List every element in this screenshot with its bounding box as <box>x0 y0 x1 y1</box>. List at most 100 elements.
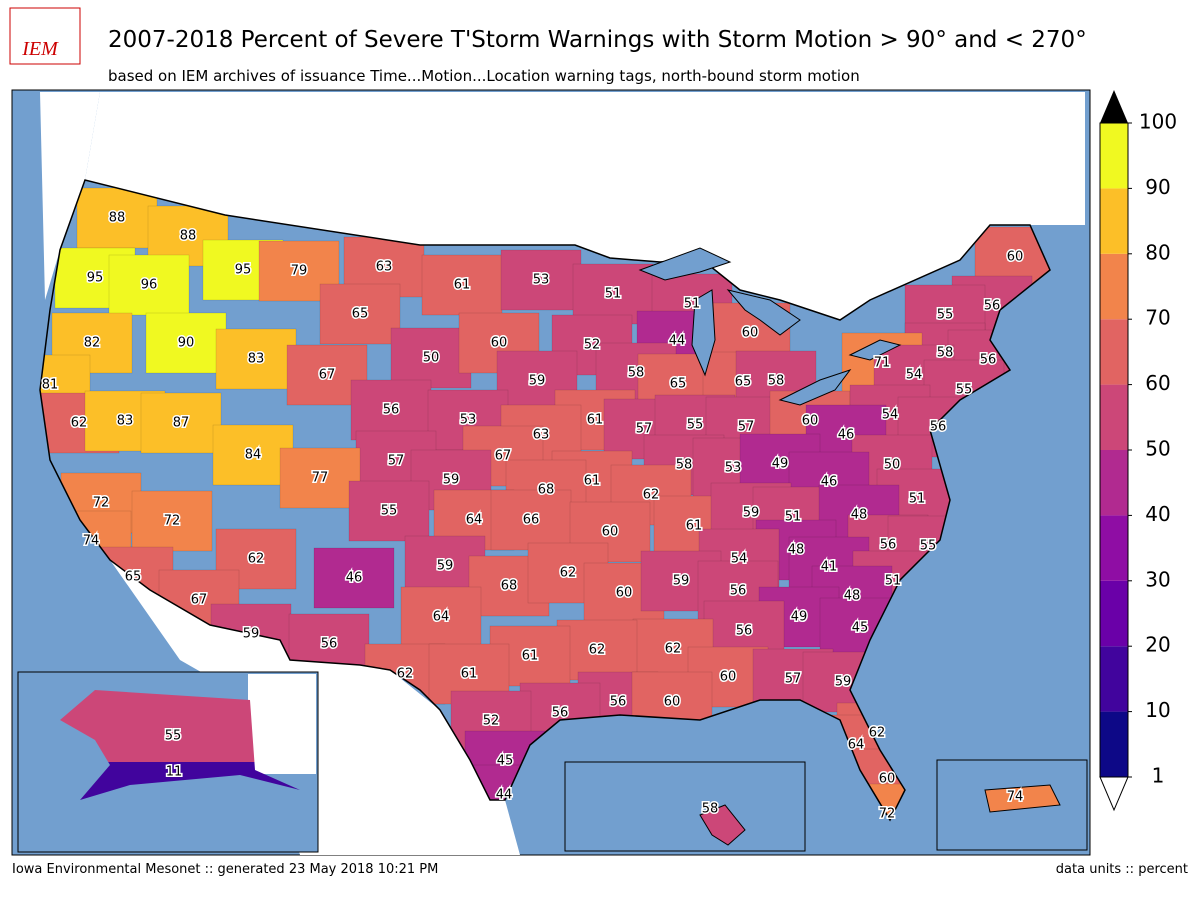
region-label: 87 <box>173 416 190 431</box>
region-label: 51 <box>785 510 802 525</box>
region <box>215 328 297 390</box>
colorbar-extend-max <box>1100 90 1128 123</box>
region <box>145 312 227 374</box>
footer-left: Iowa Environmental Mesonet :: generated … <box>12 862 438 877</box>
region-label: 51 <box>684 297 701 312</box>
region <box>699 804 746 846</box>
region-label: 60 <box>491 336 508 351</box>
colorbar-tick-label: 70 <box>1145 306 1170 330</box>
region-label: 44 <box>496 788 513 803</box>
canada-land <box>40 92 100 300</box>
great-lakes <box>638 247 902 406</box>
region-label: 64 <box>433 610 450 625</box>
region-label: 49 <box>791 610 808 625</box>
region-label: 58 <box>702 802 719 817</box>
region-label: 61 <box>587 413 604 428</box>
region-label: 59 <box>835 675 852 690</box>
region-label: 60 <box>616 586 633 601</box>
region-label: 62 <box>560 566 577 581</box>
colorbar-tick-label: 10 <box>1145 698 1170 722</box>
region-label: 52 <box>584 338 601 353</box>
region-label: 62 <box>71 416 88 431</box>
region-label: 56 <box>321 637 338 652</box>
region-label: 44 <box>669 334 686 349</box>
colorbar-bin <box>1100 123 1128 189</box>
region <box>490 489 572 551</box>
region-label: 71 <box>874 356 891 371</box>
colorbar-tick-label: 20 <box>1145 633 1170 657</box>
region-label: 57 <box>388 454 405 469</box>
region-label: 61 <box>584 474 601 489</box>
region-label: 50 <box>884 458 901 473</box>
region-label: 46 <box>838 428 855 443</box>
hawaii-inset <box>564 761 806 852</box>
pr-inset <box>936 759 1088 851</box>
region-label: 55 <box>687 418 704 433</box>
region-label: 66 <box>523 513 540 528</box>
region <box>400 586 482 648</box>
region-label: 54 <box>731 552 748 567</box>
region-label: 62 <box>397 667 414 682</box>
region-label: 48 <box>788 543 805 558</box>
colorbar-extend-min <box>1099 776 1129 812</box>
region-label: 61 <box>454 278 471 293</box>
colorbar-tick-label: 100 <box>1139 110 1177 134</box>
region <box>140 392 222 454</box>
colorbar-bin <box>1100 188 1128 254</box>
region-label: 68 <box>538 483 555 498</box>
region-label: 83 <box>248 352 265 367</box>
region-label: 60 <box>1007 250 1024 265</box>
region-label: 58 <box>628 366 645 381</box>
region-label: 59 <box>437 559 454 574</box>
region-label: 49 <box>772 457 789 472</box>
region-label: 52 <box>483 714 500 729</box>
region <box>76 187 158 249</box>
colorbar-bin <box>1100 646 1128 712</box>
region-label: 11 <box>166 765 183 780</box>
region-label: 56 <box>383 403 400 418</box>
region <box>984 784 1061 813</box>
region-label: 62 <box>643 488 660 503</box>
region <box>279 447 361 509</box>
region-label: 56 <box>552 706 569 721</box>
region-label: 96 <box>141 278 158 293</box>
region-label: 59 <box>743 506 760 521</box>
region-label: 95 <box>235 263 252 278</box>
region-label: 54 <box>882 408 899 423</box>
region-label: 62 <box>869 726 886 741</box>
region-label: 63 <box>533 428 550 443</box>
region-label: 64 <box>466 513 483 528</box>
region-label: 59 <box>673 574 690 589</box>
colorbar-bin <box>1100 450 1128 516</box>
region <box>319 283 401 345</box>
region-label: 46 <box>821 475 838 490</box>
subtitle: based on IEM archives of issuance Time..… <box>108 67 860 85</box>
region-label: 53 <box>533 273 550 288</box>
region-label: 62 <box>589 643 606 658</box>
region-label: 77 <box>312 471 329 486</box>
region-label: 65 <box>125 570 142 585</box>
region-label: 59 <box>529 374 546 389</box>
region-label: 63 <box>376 260 393 275</box>
region-label: 45 <box>497 754 514 769</box>
region <box>348 480 430 542</box>
region-label: 65 <box>352 307 369 322</box>
region-label: 59 <box>243 627 260 642</box>
colorbar-bin <box>1100 319 1128 385</box>
region-label: 72 <box>93 496 110 511</box>
colorbar-tick-label: 1 <box>1152 764 1165 788</box>
region-label: 88 <box>180 229 197 244</box>
region-label: 60 <box>720 670 737 685</box>
region-label: 61 <box>461 667 478 682</box>
region-label: 62 <box>248 552 265 567</box>
region-label: 90 <box>178 336 195 351</box>
region <box>390 327 472 389</box>
region-label: 60 <box>664 695 681 710</box>
region-label: 45 <box>852 621 869 636</box>
region-label: 56 <box>730 584 747 599</box>
region-label: 54 <box>906 368 923 383</box>
region-label: 59 <box>443 473 460 488</box>
region-label: 84 <box>245 448 262 463</box>
region-label: 82 <box>84 336 101 351</box>
